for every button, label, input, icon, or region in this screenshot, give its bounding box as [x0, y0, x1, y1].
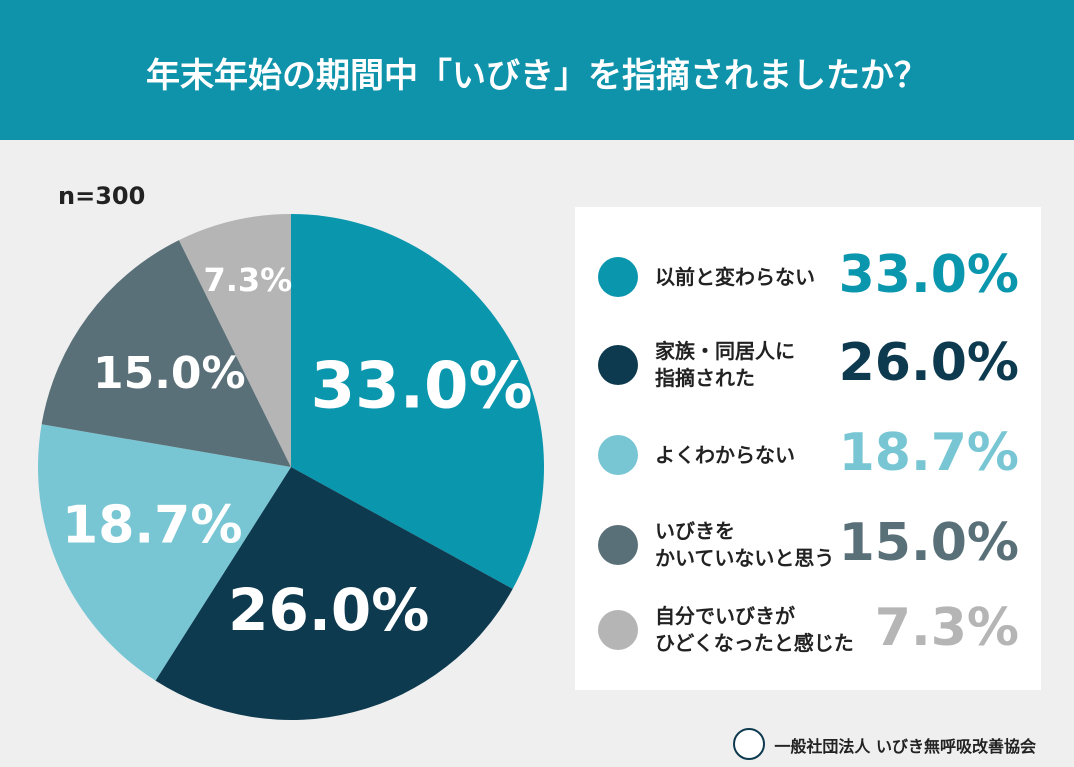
- legend-item: 自分でいびきが ひどくなったと感じた 7.3%: [575, 590, 1041, 670]
- slice-label: 26.0%: [228, 576, 429, 644]
- pie-slice: [178, 214, 291, 467]
- legend-label: いびきを かいていないと思う: [655, 519, 835, 570]
- pie-slice: [155, 467, 513, 720]
- legend-item: 以前と変わらない 33.0%: [575, 237, 1041, 317]
- slice-label: 18.7%: [62, 496, 242, 556]
- legend-value: 15.0%: [838, 513, 1019, 573]
- slice-label: 7.3%: [203, 261, 292, 299]
- legend-item: 家族・同居人に 指摘された 26.0%: [575, 325, 1041, 405]
- legend-value: 26.0%: [838, 333, 1019, 393]
- legend-marker: [598, 525, 638, 565]
- legend-marker: [598, 345, 638, 385]
- legend-marker: [598, 257, 638, 297]
- legend: 以前と変わらない 33.0% 家族・同居人に 指摘された 26.0% よくわからない 18…: [575, 207, 1041, 690]
- title-bar: [0, 0, 1074, 140]
- legend-value: 33.0%: [838, 245, 1019, 305]
- legend-label: 家族・同居人に 指摘された: [655, 339, 795, 390]
- legend-label: 以前と変わらない: [655, 264, 815, 289]
- source: 一般社団法人 いびき無呼吸改善協会: [774, 737, 1036, 756]
- sample-note: n=300: [58, 182, 146, 210]
- chart-title: 年末年始の期間中「いびき」を指摘されましたか？: [146, 56, 928, 96]
- legend-label: 自分でいびきが ひどくなったと感じた: [655, 604, 854, 655]
- pie-chart: 33.0% 26.0% 18.7% 15.0% 7.3%: [37, 214, 544, 720]
- legend-item: よくわからない 18.7%: [575, 415, 1041, 495]
- pie-slice: [37, 424, 292, 681]
- logo: [733, 728, 765, 760]
- slice-label: 33.0%: [311, 349, 533, 423]
- legend-item: いびきを かいていないと思う 15.0%: [575, 505, 1041, 585]
- slice-label: 15.0%: [93, 348, 246, 399]
- legend-label: よくわからない: [655, 442, 795, 467]
- pie-slice: [41, 240, 292, 467]
- legend-value: 7.3%: [874, 598, 1019, 658]
- pie-slice: [291, 214, 544, 589]
- legend-marker: [598, 610, 638, 650]
- legend-value: 18.7%: [838, 423, 1019, 483]
- legend-marker: [598, 435, 638, 475]
